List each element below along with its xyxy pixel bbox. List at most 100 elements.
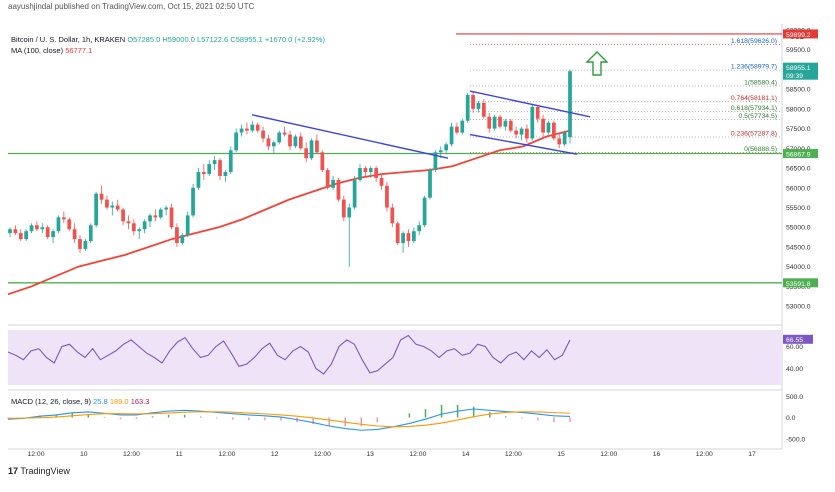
price-badge-label: 56867.9 bbox=[786, 152, 811, 159]
candle-body bbox=[525, 128, 529, 139]
candle-body bbox=[115, 205, 120, 210]
macd-value-3: 163.3 bbox=[130, 397, 150, 406]
candle-body bbox=[191, 187, 195, 216]
candle-body bbox=[277, 132, 282, 143]
candle-body bbox=[519, 128, 524, 135]
price-badge-label: 53591.8 bbox=[786, 281, 811, 288]
candle-body bbox=[255, 124, 260, 131]
candle-body bbox=[207, 164, 212, 174]
time-tick-label: 12:00 bbox=[696, 451, 713, 458]
candle-body bbox=[503, 120, 508, 127]
ma-label: MA (100, close) bbox=[11, 46, 64, 55]
candle-body bbox=[223, 172, 228, 176]
fib-level-label: 0.236(57287.8) bbox=[731, 130, 777, 137]
candle-body bbox=[67, 219, 72, 230]
channel-lower-line bbox=[469, 133, 578, 155]
time-tick-label: 12:00 bbox=[123, 451, 140, 458]
candle-body bbox=[331, 179, 335, 188]
rsi-badge-label: 66.55 bbox=[786, 337, 803, 344]
fib-level-label: 1.618(59626.0) bbox=[731, 38, 777, 45]
macd-tick-label: 500.0 bbox=[786, 394, 803, 401]
candle-body bbox=[180, 235, 185, 244]
candle-body bbox=[358, 168, 362, 180]
tradingview-logo: 17 TradingView bbox=[8, 466, 70, 476]
up-arrow bbox=[585, 51, 609, 76]
price-tick-label: 59500.0 bbox=[786, 47, 811, 54]
macd-legend: MACD (12, 26, close, 9) 25.8 189.0 163.3 bbox=[11, 397, 149, 406]
candle-body bbox=[562, 132, 567, 145]
candle-body bbox=[169, 207, 174, 228]
candle-body bbox=[541, 118, 545, 133]
candle-body bbox=[293, 136, 298, 147]
candle-body bbox=[288, 134, 292, 147]
candle-body bbox=[406, 233, 411, 242]
fib-level-label: 0(56888.5) bbox=[744, 146, 777, 153]
candle-body bbox=[175, 227, 179, 244]
candle-body bbox=[433, 152, 438, 171]
candle-body bbox=[239, 128, 244, 133]
candle-body bbox=[228, 150, 233, 172]
price-badge bbox=[783, 278, 818, 288]
candle-body bbox=[18, 233, 23, 240]
candle-body bbox=[368, 168, 373, 172]
candle-body bbox=[88, 225, 93, 242]
candle-body bbox=[94, 193, 99, 226]
candle-body bbox=[535, 106, 540, 119]
time-tick-label: 12 bbox=[271, 451, 279, 458]
time-tick-label: 12:00 bbox=[218, 451, 235, 458]
candle-body bbox=[137, 229, 142, 232]
candle-body bbox=[363, 168, 368, 172]
candle-body bbox=[126, 221, 131, 224]
candle-body bbox=[72, 229, 77, 240]
price-tick-label: 57000.0 bbox=[786, 146, 811, 153]
candle-body bbox=[325, 170, 330, 188]
candle-body bbox=[24, 231, 29, 240]
candle-body bbox=[385, 185, 389, 208]
price-badge bbox=[783, 62, 818, 80]
fib-level-label: 0.5(57734.5) bbox=[738, 113, 777, 120]
time-tick-label: 14 bbox=[462, 451, 470, 458]
time-tick-label: 11 bbox=[176, 451, 183, 458]
ma-value: 56777.1 bbox=[65, 46, 93, 55]
candle-body bbox=[336, 179, 341, 200]
candle-body bbox=[352, 179, 357, 208]
price-tick-label: 54500.0 bbox=[786, 244, 811, 251]
candle-body bbox=[487, 116, 492, 129]
candle-body bbox=[476, 102, 481, 109]
time-tick-label: 12:00 bbox=[314, 451, 331, 458]
candle-body bbox=[142, 221, 147, 230]
candle-body bbox=[282, 132, 287, 135]
candle-body bbox=[298, 136, 303, 149]
candle-body bbox=[444, 144, 449, 151]
ma-legend: MA (100, close) 56777.1 bbox=[11, 46, 92, 55]
rsi-legend: RSI (14, close) 66.55 bbox=[11, 333, 81, 342]
candle-body bbox=[78, 239, 82, 249]
signal-line bbox=[7, 411, 571, 428]
candle-body bbox=[201, 172, 206, 174]
price-tick-label: 58500.0 bbox=[786, 87, 811, 94]
candle-body bbox=[153, 215, 158, 218]
channel-upper-line bbox=[469, 90, 591, 118]
macd-tick-label: 0.0 bbox=[786, 415, 796, 422]
candle-body bbox=[29, 225, 34, 232]
candle-body bbox=[530, 106, 535, 139]
candle-body bbox=[498, 116, 502, 127]
time-tick-label: 17 bbox=[748, 451, 756, 458]
macd-line bbox=[7, 408, 571, 431]
time-tick-label: 12:00 bbox=[600, 451, 617, 458]
candle-body bbox=[460, 120, 465, 133]
time-tick-label: 12:00 bbox=[505, 451, 522, 458]
candle-body bbox=[417, 225, 422, 232]
candle-body bbox=[411, 231, 416, 242]
candle-body bbox=[261, 130, 265, 139]
candle-body bbox=[508, 120, 513, 131]
candle-body bbox=[481, 102, 486, 117]
candle-body bbox=[309, 140, 314, 159]
price-tick-label: 56000.0 bbox=[786, 185, 811, 192]
candle-body bbox=[45, 227, 50, 238]
tv-brand: TradingView bbox=[20, 466, 70, 476]
ma100-line bbox=[7, 129, 571, 296]
candle-body bbox=[492, 116, 497, 129]
candle-body bbox=[266, 138, 271, 147]
